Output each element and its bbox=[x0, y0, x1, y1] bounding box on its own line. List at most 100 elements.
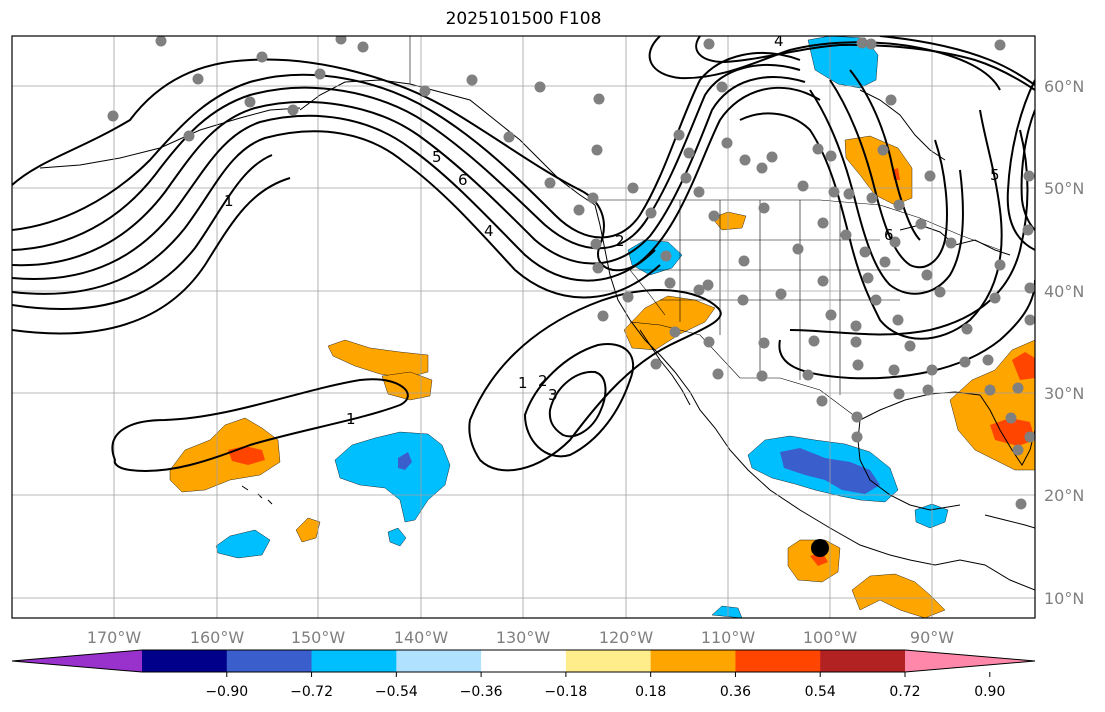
contour-1-north bbox=[12, 58, 821, 272]
contour-4 bbox=[12, 76, 806, 267]
colorbar-tick-label: 0.90 bbox=[974, 684, 1005, 700]
contour-5 bbox=[12, 114, 656, 282]
colorbar-segment bbox=[311, 650, 397, 672]
border-states-1 bbox=[679, 200, 841, 395]
fill-utah-orange bbox=[711, 211, 747, 231]
colorbar-tick-label: −0.90 bbox=[205, 684, 248, 700]
station-markers bbox=[107, 36, 1035, 510]
coast-baja bbox=[639, 329, 691, 406]
contour-7 bbox=[12, 154, 273, 311]
contour-label: 1 bbox=[346, 410, 356, 428]
colorbar-tick-label: 0.18 bbox=[635, 684, 666, 700]
colorbar-extend-high bbox=[905, 650, 1035, 672]
lon-label: 140°W bbox=[394, 628, 449, 647]
contour-east-6 bbox=[849, 69, 921, 241]
lon-label: 160°W bbox=[190, 628, 245, 647]
lon-label: 150°W bbox=[291, 628, 346, 647]
contour-label: 5 bbox=[990, 166, 1000, 184]
colorbar-segment bbox=[735, 650, 821, 672]
coast-gulf bbox=[859, 391, 981, 421]
map-title: 2025101500 F108 bbox=[445, 9, 602, 29]
fill-pacific-dblue bbox=[398, 452, 412, 470]
coast-centralam bbox=[909, 559, 1035, 591]
map-border bbox=[11, 35, 1036, 619]
coast-hudson bbox=[859, 89, 946, 161]
border-us-mexico bbox=[629, 321, 861, 421]
contour-6 bbox=[12, 130, 661, 299]
contour-1-inner bbox=[12, 177, 291, 335]
map-panel bbox=[12, 36, 1035, 618]
contour-label: 1 bbox=[224, 192, 234, 210]
latitude-labels: 60°N 50°N 40°N 30°N 20°N 10°N bbox=[1044, 77, 1084, 608]
contour-ne-1 bbox=[648, 36, 1001, 91]
colorbar-segment bbox=[396, 650, 482, 672]
colorbar-tick-label: −0.54 bbox=[375, 684, 418, 700]
longitude-labels: 170°W 160°W 150°W 140°W 130°W 120°W 110°… bbox=[87, 628, 954, 647]
coast-aleutians bbox=[39, 107, 301, 169]
contour-east-2 bbox=[789, 129, 1029, 336]
fill-pacific-orange-north bbox=[327, 339, 429, 379]
contour-label: 6 bbox=[458, 171, 468, 189]
fill-canada-blue bbox=[807, 36, 879, 89]
lat-label: 20°N bbox=[1044, 486, 1084, 505]
colorbar: −0.90 −0.72 −0.54 −0.36 −0.18 0.18 0.36 0.54 0.7… bbox=[11, 649, 1036, 700]
colorbar-tick-label: 0.36 bbox=[720, 684, 751, 700]
lat-label: 40°N bbox=[1044, 282, 1084, 301]
contour-label: 1 bbox=[518, 374, 528, 392]
lat-label: 10°N bbox=[1044, 589, 1084, 608]
lat-label: 60°N bbox=[1044, 77, 1084, 96]
contour-low-3 bbox=[548, 370, 607, 438]
border-ca-nv bbox=[629, 269, 666, 316]
colorbar-segment bbox=[226, 650, 313, 672]
colorbar-tick-label: −0.72 bbox=[290, 684, 333, 700]
contour-east-8 bbox=[1020, 109, 1035, 231]
contour-label: 4 bbox=[774, 32, 784, 50]
colorbar-tick-label: −0.36 bbox=[460, 684, 503, 700]
fill-blue-small-2 bbox=[387, 527, 407, 547]
contour-ne-2 bbox=[695, 36, 1035, 91]
coast-florida bbox=[979, 394, 1035, 466]
contour-lines bbox=[12, 36, 1035, 472]
lon-label: 110°W bbox=[701, 628, 756, 647]
contour-label: 5 bbox=[432, 148, 442, 166]
border-states-2 bbox=[630, 239, 900, 301]
fill-gulf-orange-s bbox=[851, 573, 946, 618]
contour-ne-3 bbox=[879, 36, 1035, 86]
contour-east-5 bbox=[829, 79, 948, 269]
contour-east-4 bbox=[809, 89, 964, 295]
lon-label: 170°W bbox=[87, 628, 142, 647]
fill-blue-small-1 bbox=[215, 529, 271, 559]
colorbar-tick-label: 0.72 bbox=[889, 684, 920, 700]
coast-westcoast bbox=[594, 204, 911, 561]
fill-florida-red bbox=[990, 418, 1035, 446]
colorbar-segment bbox=[650, 650, 736, 672]
contour-label: 2 bbox=[538, 372, 548, 390]
contour-labels: 1 5 6 4 2 1 2 3 1 6 5 4 bbox=[224, 32, 1000, 428]
lon-label: 100°W bbox=[803, 628, 858, 647]
lat-label: 30°N bbox=[1044, 384, 1084, 403]
colorbar-segment bbox=[142, 650, 228, 672]
contour-low-2 bbox=[523, 343, 635, 458]
storm-center-marker bbox=[811, 539, 829, 557]
colorbar-segment bbox=[565, 650, 652, 672]
contour-2 bbox=[12, 52, 801, 239]
contour-label: 3 bbox=[548, 386, 558, 404]
lon-label: 130°W bbox=[496, 628, 551, 647]
contour-label: 6 bbox=[884, 226, 894, 244]
contour-low-1 bbox=[468, 289, 722, 472]
colorbar-segment bbox=[820, 650, 906, 672]
contour-3 bbox=[12, 63, 801, 251]
coast-mexico-gulf bbox=[857, 419, 961, 511]
colorbar-outline bbox=[11, 649, 1036, 673]
lon-label: 120°W bbox=[599, 628, 654, 647]
contour-label: 4 bbox=[484, 222, 494, 240]
fill-baja-orange bbox=[623, 295, 716, 351]
contour-east-7 bbox=[1006, 79, 1035, 251]
lon-label: 90°W bbox=[910, 628, 954, 647]
contour-label: 2 bbox=[615, 232, 625, 250]
colorbar-tick-label: −0.18 bbox=[544, 684, 587, 700]
colorbar-tick-label: 0.54 bbox=[805, 684, 836, 700]
contour-east-3 bbox=[778, 279, 1035, 380]
lat-label: 50°N bbox=[1044, 179, 1084, 198]
